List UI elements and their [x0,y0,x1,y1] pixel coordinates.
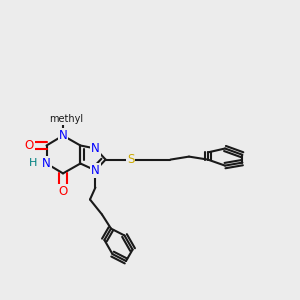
Text: O: O [58,185,68,198]
Text: N: N [91,142,100,155]
Text: S: S [127,153,134,166]
Text: N: N [42,157,51,170]
Text: N: N [91,164,100,177]
Text: O: O [25,139,34,152]
Text: H: H [29,158,37,168]
Text: methyl: methyl [50,114,84,124]
Text: N: N [58,129,68,142]
